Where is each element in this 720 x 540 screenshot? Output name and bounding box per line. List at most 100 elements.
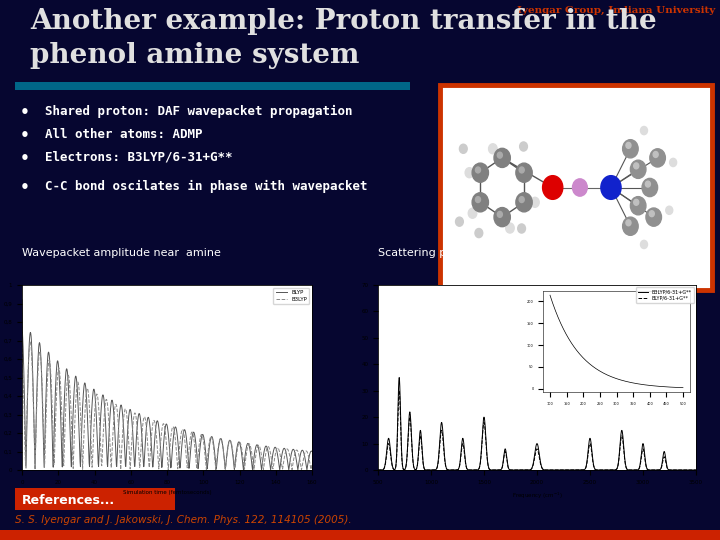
Text: S. S. Iyengar and J. Jakowski, J. Chem. Phys. 122, 114105 (2005).: S. S. Iyengar and J. Jakowski, J. Chem. … [15,515,351,525]
B3LYP/6-31+G** [395,374,403,381]
Circle shape [498,212,503,217]
Circle shape [475,228,482,238]
B3LYP [250,467,258,473]
Text: •: • [20,151,30,166]
Circle shape [475,197,480,202]
Text: •: • [20,180,30,195]
Circle shape [489,144,497,154]
Text: Electrons: B3LYP/6-31+G**: Electrons: B3LYP/6-31+G** [45,151,233,164]
Line: BLYP: BLYP [22,300,312,470]
Circle shape [670,158,677,166]
Circle shape [666,206,672,214]
B3LYP [35,348,44,354]
BLYP/6-31+G** [395,388,403,394]
BLYP [202,461,211,468]
B3LYP/6-31+G** [520,467,528,473]
Circle shape [472,163,488,183]
Circle shape [472,193,488,212]
BLYP/6-31+G** [390,467,399,473]
Bar [0,530,720,540]
Line: B3LYP: B3LYP [22,313,312,470]
Text: References...: References... [22,494,115,507]
Circle shape [519,167,524,173]
Circle shape [468,208,477,218]
Text: C-C bond oscilates in phase with wavepacket: C-C bond oscilates in phase with wavepac… [45,180,367,193]
Circle shape [531,197,539,207]
Circle shape [543,176,563,199]
Bar [15,82,410,90]
BLYP/6-31+G** [683,467,691,473]
Circle shape [494,207,510,227]
B3LYP [238,447,246,454]
Circle shape [649,211,654,217]
B3LYP/6-31+G** [374,467,382,473]
Legend: BLYP, B3LYP: BLYP, B3LYP [274,288,309,304]
BLYP/6-31+G** [528,463,537,470]
BLYP [194,465,202,472]
Bar [15,488,175,510]
Circle shape [623,217,638,235]
Circle shape [456,217,463,226]
Circle shape [572,179,588,196]
Text: Another example: Proton transfer in the: Another example: Proton transfer in the [30,8,657,35]
B3LYP [186,434,194,441]
Circle shape [653,152,658,158]
BLYP/6-31+G** [683,467,691,473]
Bar [440,85,712,290]
B3LYP [194,453,202,459]
B3LYP/6-31+G** [683,467,691,473]
B3LYP/6-31+G** [390,467,399,473]
Circle shape [601,176,621,199]
B3LYP [202,462,211,469]
Circle shape [494,148,510,167]
BLYP [284,467,293,473]
Text: Iyengar Group, Indiana University: Iyengar Group, Indiana University [517,6,715,15]
Circle shape [520,142,528,151]
B3LYP [307,461,316,467]
B3LYP/6-31+G** [528,462,537,469]
Text: •: • [20,105,30,120]
Line: B3LYP/6-31+G**: B3LYP/6-31+G** [378,377,696,470]
Circle shape [459,144,467,153]
BLYP/6-31+G** [520,467,528,473]
Circle shape [519,197,524,202]
X-axis label: Frequency (cm$^{-1}$): Frequency (cm$^{-1}$) [512,490,562,501]
Circle shape [634,163,639,169]
Circle shape [516,163,532,183]
Text: phenol amine system: phenol amine system [30,42,359,69]
BLYP/6-31+G** [624,467,633,473]
Circle shape [641,240,647,248]
Circle shape [645,181,650,187]
Circle shape [650,149,665,167]
BLYP [18,296,27,303]
Circle shape [518,224,526,233]
Circle shape [631,160,646,178]
BLYP [307,448,316,455]
Circle shape [634,199,639,205]
Circle shape [626,220,631,226]
Text: Wavepacket amplitude near  amine: Wavepacket amplitude near amine [22,248,221,258]
Text: Shared proton: DAF wavepacket propagation: Shared proton: DAF wavepacket propagatio… [45,105,353,118]
BLYP [267,458,276,465]
Circle shape [505,223,514,233]
BLYP [238,453,246,460]
Circle shape [646,208,662,226]
B3LYP [268,460,276,467]
BLYP [186,449,194,456]
Text: All other atoms: ADMP: All other atoms: ADMP [45,128,202,141]
BLYP [35,340,44,347]
BLYP/6-31+G** [374,467,382,473]
Circle shape [626,143,631,148]
Text: Scattering probability:: Scattering probability: [378,248,502,258]
X-axis label: Simulation time (femtoseconds): Simulation time (femtoseconds) [122,490,211,495]
B3LYP [18,309,27,316]
Circle shape [465,168,474,178]
B3LYP/6-31+G** [683,467,691,473]
Circle shape [516,193,532,212]
Line: BLYP/6-31+G**: BLYP/6-31+G** [378,391,696,470]
BLYP/6-31+G** [692,467,701,473]
Legend: B3LYP/6-31+G**, BLYP/6-31+G**: B3LYP/6-31+G**, BLYP/6-31+G** [636,287,693,303]
B3LYP/6-31+G** [692,467,701,473]
Text: •: • [20,128,30,143]
B3LYP/6-31+G** [624,467,633,473]
